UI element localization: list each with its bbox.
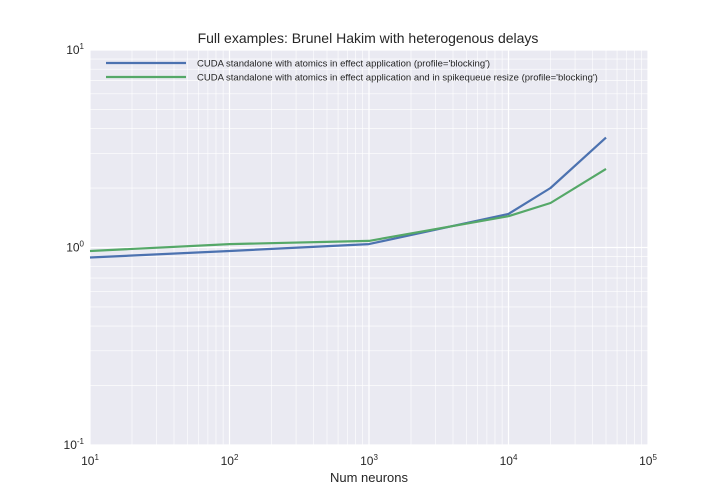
x-axis-label: Num neurons — [330, 470, 409, 485]
series-line-2 — [89, 167, 607, 253]
x-tick-label: 102 — [221, 453, 239, 468]
legend: CUDA standalone with atomics in effect a… — [106, 59, 598, 84]
legend-label-2: CUDA standalone with atomics in effect a… — [197, 73, 598, 84]
x-axis-ticks: 101 102 103 104 105 — [81, 453, 657, 468]
series-lines — [89, 136, 607, 259]
y-tick-label: 101 — [66, 42, 84, 57]
legend-label-1: CUDA standalone with atomics in effect a… — [197, 59, 490, 70]
x-tick-label: 104 — [500, 453, 518, 468]
x-tick-label: 101 — [81, 453, 99, 468]
y-tick-label: 10-1 — [64, 437, 85, 452]
chart-title: Full examples: Brunel Hakim with heterog… — [198, 30, 539, 46]
y-tick-label: 100 — [66, 240, 84, 255]
x-tick-label: 105 — [639, 453, 657, 468]
major-gridlines — [89, 49, 649, 446]
y-axis-ticks: 10-1 100 101 — [64, 42, 85, 452]
x-tick-label: 103 — [360, 453, 378, 468]
